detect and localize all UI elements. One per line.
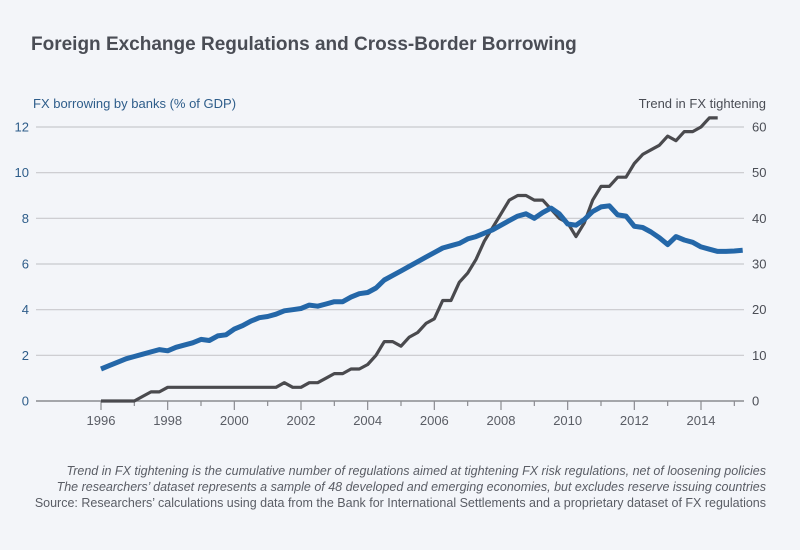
chart-title: Foreign Exchange Regulations and Cross-B… (31, 34, 577, 55)
chart-notes: Trend in FX tightening is the cumulative… (35, 463, 766, 511)
source-note: Source: Researchers’ calculations using … (34, 496, 766, 510)
y-tick-left-label: 8 (22, 211, 29, 226)
note-line-2: The researchers’ dataset represents a sa… (56, 480, 766, 494)
x-tick-label: 2006 (420, 413, 449, 428)
x-tick-label: 2008 (487, 413, 516, 428)
y-tick-right-label: 10 (752, 348, 766, 363)
y-axis-left-label: FX borrowing by banks (% of GDP) (33, 96, 237, 111)
y-tick-left-label: 10 (15, 165, 29, 180)
x-tick-label: 2012 (620, 413, 649, 428)
series-line-fx-borrowing (100, 203, 743, 372)
y-tick-right-label: 40 (752, 211, 766, 226)
y-tick-right-label: 30 (752, 257, 766, 272)
y-axis-right-label: Trend in FX tightening (638, 96, 766, 111)
y-tick-right-label: 60 (752, 120, 766, 135)
x-tick-label: 1998 (153, 413, 182, 428)
y-tick-left-label: 4 (22, 302, 29, 317)
y-tick-right-label: 20 (752, 302, 766, 317)
series-line-fx-tightening (101, 116, 718, 403)
y-tick-right-label: 0 (752, 394, 759, 409)
x-tick-label: 2000 (220, 413, 249, 428)
y-tick-left-label: 2 (22, 348, 29, 363)
y-tick-left-label: 12 (15, 120, 29, 135)
y-tick-left-label: 0 (22, 394, 29, 409)
note-line-1: Trend in FX tightening is the cumulative… (66, 464, 766, 478)
y-tick-left-label: 6 (22, 257, 29, 272)
x-tick-label: 2004 (353, 413, 382, 428)
x-tick-label: 2010 (553, 413, 582, 428)
x-tick-label: 1996 (87, 413, 116, 428)
x-tick-label: 2014 (687, 413, 716, 428)
x-tick-label: 2002 (287, 413, 316, 428)
y-tick-right-label: 50 (752, 165, 766, 180)
